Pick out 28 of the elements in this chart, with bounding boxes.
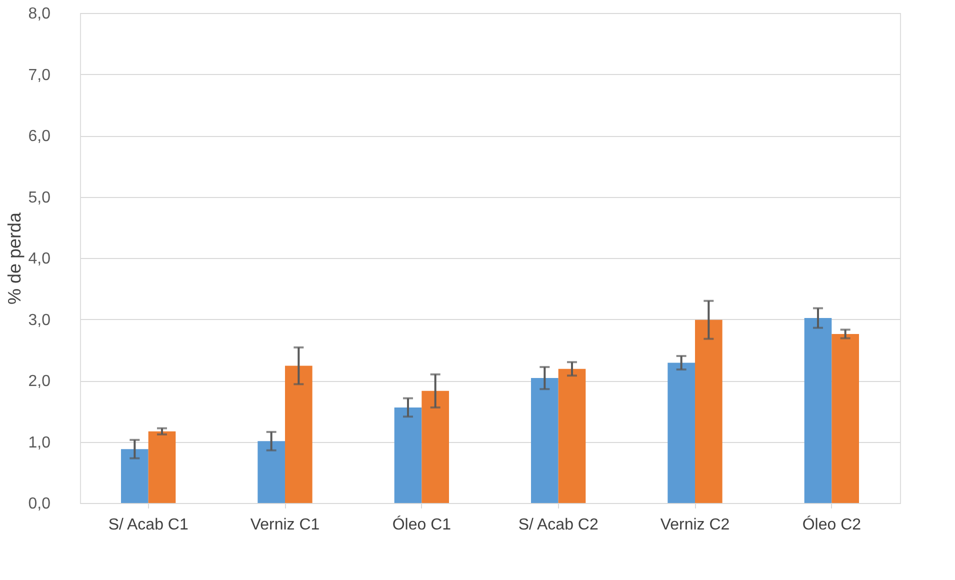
- bar: [832, 334, 859, 503]
- y-tick-label: 0,0: [28, 496, 51, 512]
- bar: [148, 431, 176, 503]
- y-tick-label: 5,0: [28, 189, 51, 206]
- x-tick-label: Óleo C1: [392, 516, 452, 534]
- bar: [695, 320, 722, 503]
- bar: [531, 378, 558, 503]
- y-axis-title: % de perda: [4, 211, 24, 305]
- y-tick-label: 2,0: [28, 373, 51, 390]
- y-tick-label: 8,0: [28, 6, 51, 22]
- y-tick-label: 3,0: [28, 312, 51, 329]
- bar: [668, 362, 695, 503]
- bar: [121, 449, 148, 503]
- bar: [804, 318, 832, 503]
- y-tick-label: 7,0: [28, 66, 51, 84]
- x-tick-label: S/ Acab C1: [108, 516, 188, 534]
- bar: [394, 407, 422, 503]
- x-tick-label: Verniz C1: [250, 516, 320, 534]
- y-tick-label: 4,0: [28, 250, 51, 268]
- bar: [285, 366, 312, 503]
- bar: [422, 390, 449, 503]
- bar: [558, 368, 586, 503]
- x-tick-label: Verniz C2: [660, 516, 730, 534]
- x-tick-label: Óleo C2: [802, 516, 862, 534]
- y-tick-label: 6,0: [28, 128, 51, 145]
- y-tick-label: 1,0: [28, 434, 51, 452]
- bar: [258, 441, 285, 503]
- x-tick-label: S/ Acab C2: [518, 516, 598, 534]
